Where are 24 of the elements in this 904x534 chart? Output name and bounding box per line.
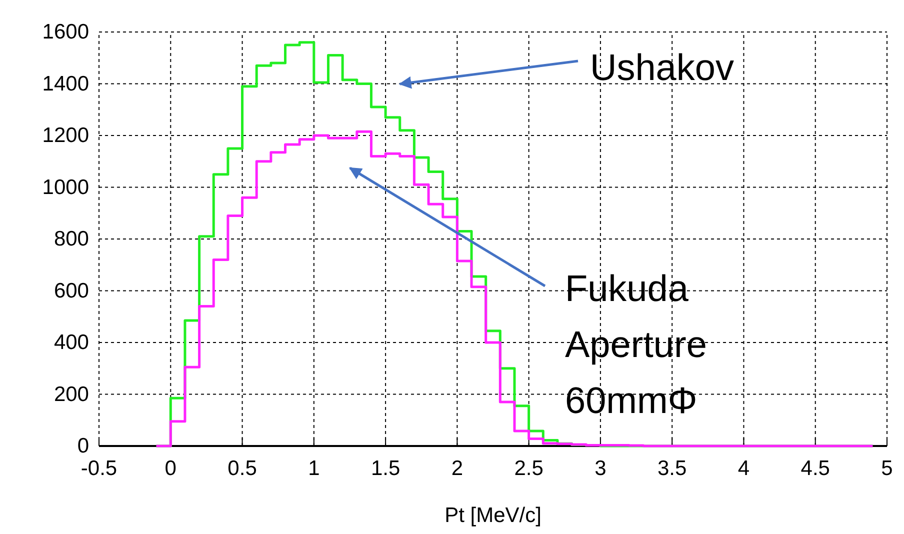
y-tick-label: 1600: [42, 20, 89, 44]
x-axis-title: Pt [MeV/c]: [444, 504, 542, 527]
x-tick-label: -0.5: [80, 456, 118, 480]
y-tick-label: 200: [54, 382, 89, 406]
x-tick-label: 3.5: [657, 456, 687, 480]
x-tick-label: 0.5: [228, 456, 257, 480]
y-tick-label: 1400: [42, 72, 89, 96]
y-tick-label: 1000: [42, 176, 89, 199]
annotation: Ushakov: [590, 47, 734, 88]
y-tick-label: 600: [54, 279, 89, 302]
x-tick-label: 3: [594, 456, 606, 480]
x-tick-label: 4.5: [800, 456, 830, 480]
x-tick-label: 4: [738, 456, 750, 480]
x-tick-label: 0: [164, 456, 176, 480]
y-tick-label: 1200: [42, 124, 89, 148]
y-tick-label: 400: [54, 331, 89, 354]
x-tick-label: 2: [451, 456, 464, 480]
x-tick-label: 1.5: [370, 456, 400, 480]
y-tick-label: 0: [77, 434, 89, 458]
x-tick-label: 2.5: [514, 456, 544, 480]
y-tick-label: 800: [54, 228, 89, 251]
x-tick-label: 5: [881, 456, 893, 480]
x-tick-label: 1: [308, 456, 320, 480]
annotation: Fukuda Aperture 60mmΦ: [565, 268, 707, 421]
